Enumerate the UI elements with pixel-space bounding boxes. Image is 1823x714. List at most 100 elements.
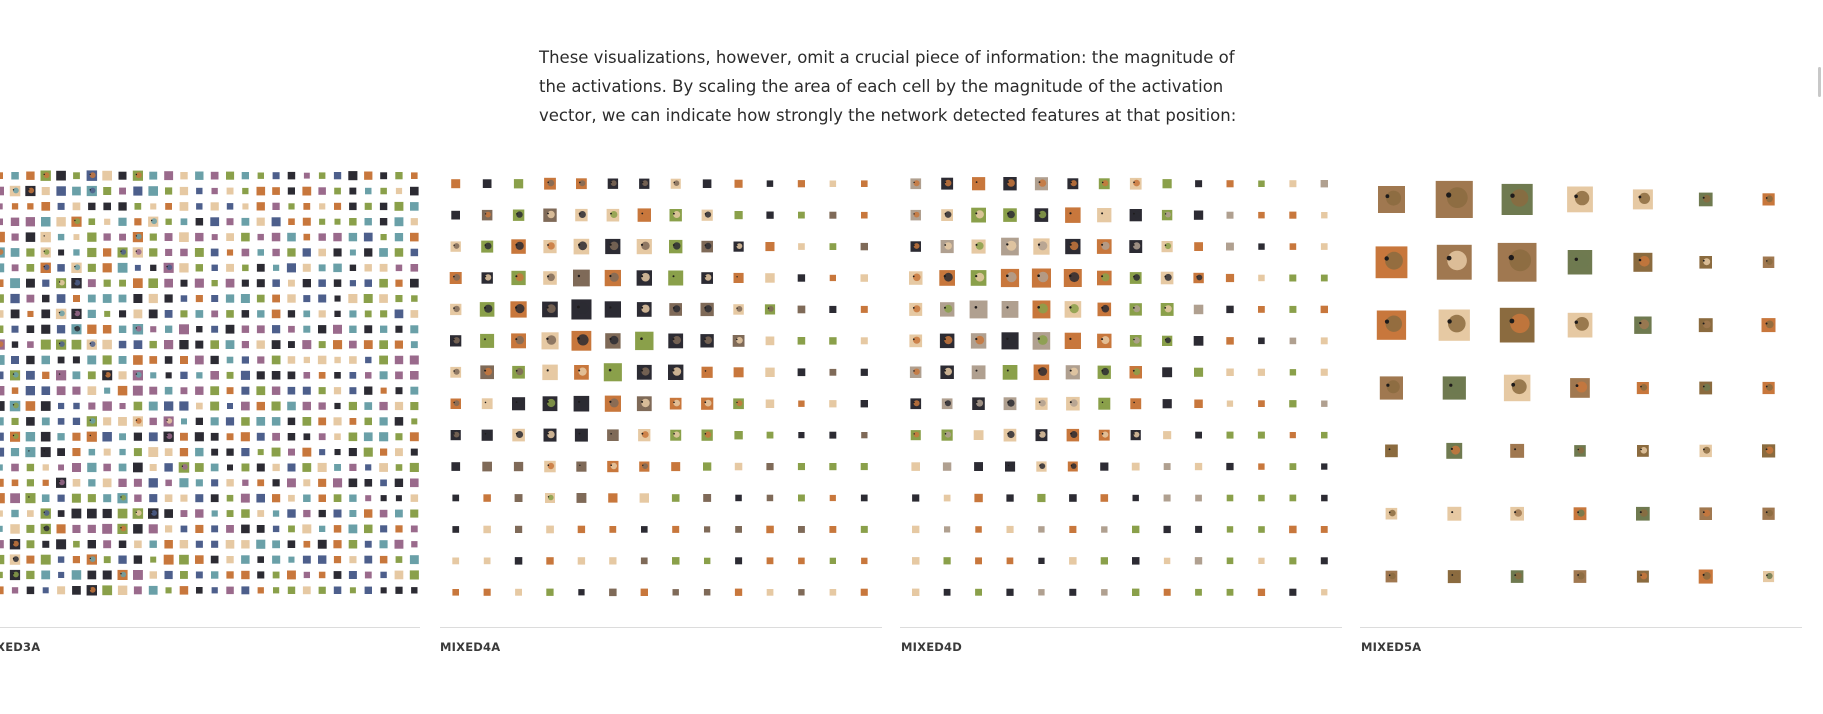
- mixed3a-cell: [11, 233, 19, 241]
- mixed5a-cell: [1497, 242, 1537, 282]
- mixed4d-cell: [1193, 304, 1204, 315]
- mixed3a-cell: [334, 187, 341, 195]
- mixed3a-cell: [0, 417, 4, 426]
- mixed3a-cell: [349, 418, 357, 425]
- mixed4d-cell: [1289, 588, 1297, 596]
- mixed4d-cell: [1006, 494, 1014, 502]
- mixed3a-cell: [86, 431, 97, 442]
- mixed3a-cell: [318, 264, 326, 272]
- mixed3a-cell: [149, 494, 158, 503]
- mixed4d-cell: [1320, 368, 1328, 376]
- mixed4d-cell: [1258, 463, 1265, 470]
- mixed3a-cell: [256, 463, 265, 472]
- mixed3a-cell: [73, 540, 80, 548]
- mixed3a-cell: [319, 449, 326, 456]
- mixed3a-cell: [256, 263, 265, 272]
- mixed4d-cell: [1289, 211, 1297, 219]
- mixed4a-cell: [483, 525, 491, 534]
- mixed3a-cell: [225, 340, 235, 349]
- mixed4a-cell: [700, 302, 714, 317]
- mixed3a-cell: [133, 448, 142, 457]
- mixed3a-cell: [180, 525, 188, 533]
- mixed3a-cell: [394, 417, 404, 426]
- mixed3a-cell: [318, 233, 326, 241]
- mixed3a-cell: [364, 509, 373, 518]
- mixed3a-cell: [303, 571, 310, 579]
- mixed3a-cell: [380, 587, 387, 594]
- mixed3a-cell: [241, 217, 250, 226]
- mixed4a-cell: [481, 240, 494, 253]
- mixed4a-cell: [542, 396, 558, 412]
- mixed3a-cell: [380, 525, 388, 533]
- page-scrollbar[interactable]: [1815, 0, 1823, 714]
- mixed3a-cell: [41, 309, 51, 319]
- mixed3a-cell: [286, 263, 296, 273]
- mixed5a-cell: [1510, 570, 1524, 583]
- mixed4a-cell: [733, 304, 744, 315]
- mixed3a-divider: [0, 627, 420, 628]
- mixed3a-cell: [86, 585, 97, 596]
- mixed5a-cell: [1574, 445, 1586, 457]
- mixed3a-cell: [349, 310, 357, 318]
- mixed3a-cell: [349, 264, 357, 271]
- mixed3a-cell: [225, 540, 235, 549]
- mixed3a-cell: [0, 279, 4, 287]
- mixed3a-cell: [134, 218, 142, 226]
- mixed3a-cell: [226, 218, 234, 226]
- mixed4d-cell: [971, 365, 986, 380]
- mixed3a-cell: [241, 325, 250, 333]
- mixed3a-cell: [363, 232, 373, 242]
- mixed3a-cell: [57, 233, 65, 241]
- mixed5a-caption: MIXED5A: [1361, 640, 1422, 654]
- mixed3a-cell: [303, 233, 311, 241]
- mixed3a-cell: [178, 462, 190, 473]
- mixed3a-cell: [118, 371, 127, 380]
- mixed3a-cell: [10, 524, 20, 534]
- mixed3a-cell: [57, 264, 65, 272]
- mixed4a-cell: [577, 557, 586, 565]
- mixed4d-cell: [1289, 180, 1297, 188]
- mixed3a-cell: [26, 555, 35, 564]
- mixed4d-cell: [1163, 557, 1171, 565]
- mixed4d-cell: [1003, 397, 1017, 411]
- mixed3a-cell: [410, 448, 418, 456]
- mixed3a-cell: [87, 324, 97, 334]
- mixed3a-cell: [87, 355, 97, 365]
- mixed5a-cell: [1567, 250, 1593, 275]
- mixed3a-cell: [118, 356, 127, 364]
- mixed3a-cell: [164, 340, 174, 350]
- mixed3a-cell: [364, 310, 372, 318]
- mixed4d-cell: [1035, 429, 1048, 442]
- mixed3a-cell: [0, 371, 4, 380]
- mixed4a-cell: [511, 333, 526, 349]
- mixed3a-cell: [40, 231, 51, 243]
- mixed3a-cell: [257, 587, 264, 594]
- mixed5a-cells: [1375, 180, 1776, 584]
- mixed3a-cell: [148, 508, 159, 519]
- scrollbar-thumb[interactable]: [1818, 67, 1821, 97]
- mixed3a-cell: [119, 448, 126, 456]
- mixed3a-cell: [58, 464, 64, 471]
- mixed4d-cell: [1162, 399, 1172, 409]
- mixed3a-cell: [240, 370, 250, 380]
- mixed3a-cell: [302, 463, 312, 472]
- mixed4a-cell: [512, 428, 525, 442]
- mixed3a-cell: [241, 570, 250, 580]
- mixed3a-cell: [103, 494, 112, 503]
- mixed3a-cell: [102, 294, 112, 303]
- mixed4d-cell: [1129, 209, 1142, 222]
- mixed3a-cell: [256, 371, 265, 380]
- mixed4a-cell: [576, 461, 587, 472]
- mixed4d-cell: [1065, 238, 1081, 255]
- mixed3a-cell: [180, 371, 188, 379]
- mixed3a-cell: [164, 278, 173, 288]
- mixed5a-cell: [1636, 382, 1649, 395]
- mixed4a-cell: [574, 428, 588, 442]
- mixed4a-cell: [541, 332, 559, 350]
- mixed3a-cell: [256, 417, 266, 426]
- mixed4d-cell: [909, 334, 923, 348]
- mixed4a-cell: [479, 302, 495, 317]
- mixed4d-cell: [1162, 335, 1173, 346]
- mixed5a-cell: [1501, 183, 1533, 215]
- mixed3a-cell: [210, 555, 219, 564]
